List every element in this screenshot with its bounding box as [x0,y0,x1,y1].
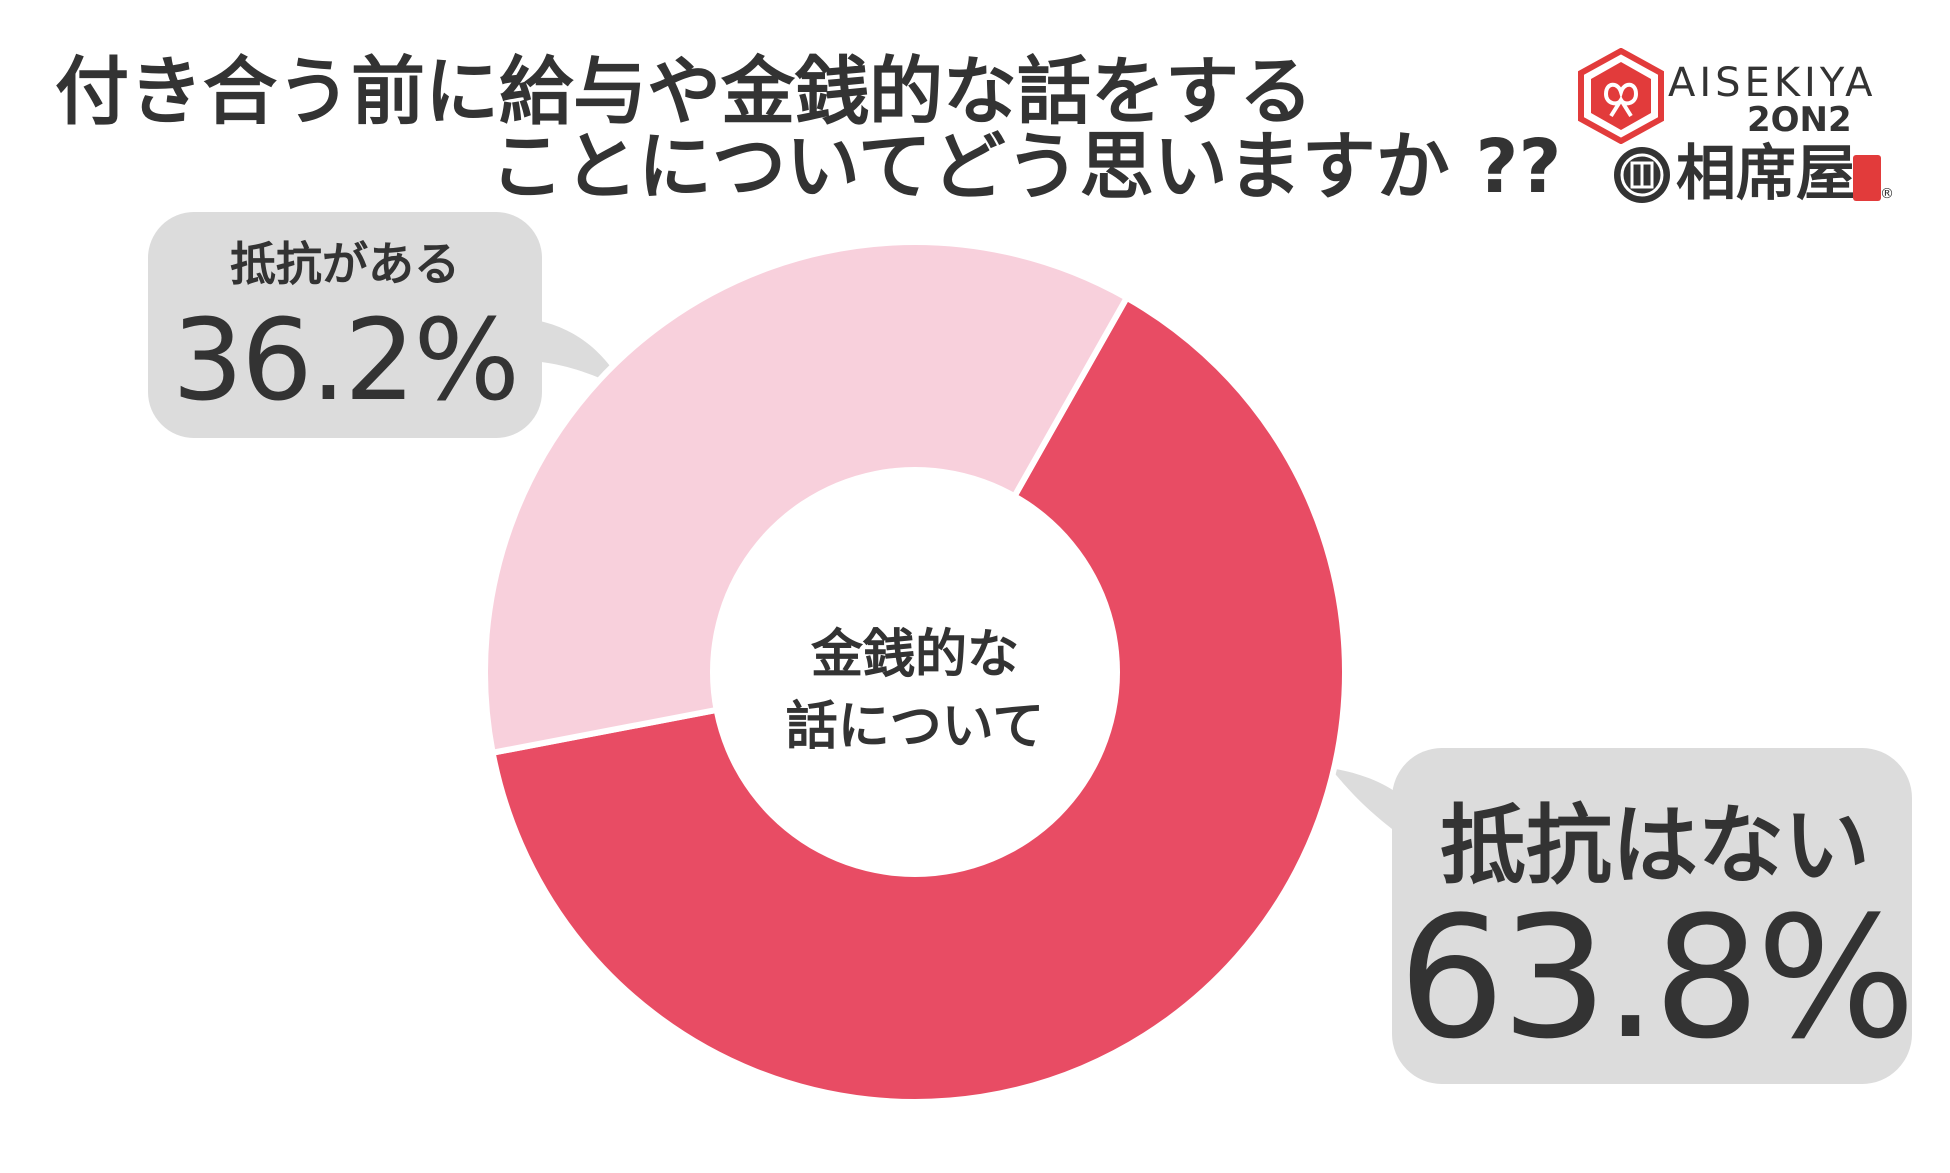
donut-slice-1 [482,239,1131,757]
logo-name-latin: AISEKIYA [1668,60,1877,106]
aisekiya-hexagon-logo-icon [1578,48,1664,144]
logo-registered-mark: ® [1880,186,1894,202]
slice-label-no-resist-name: 抵抗はない [1440,796,1870,896]
slice-label-resist-name: 抵抗がある [230,237,460,291]
donut-center-label-line-1: 金銭的な [810,625,1019,685]
chart-title-line-1: 付き合う前に給与や金銭的な話をする [55,49,1313,135]
logo-stamp-icon [1853,155,1881,201]
aisekiya-circle-emblem-icon [1614,147,1670,203]
slice-label-resist-value: 36.2% [172,296,520,426]
callout-no-resist-bubble [1330,748,1912,1084]
chart-title-line-2: ことについてどう思いますか ?? [490,124,1562,210]
donut-center-label-line-2: 話について [785,697,1045,757]
donut-hole [710,467,1120,877]
logo-subtitle: 2ON2 [1747,100,1852,140]
callout-resist-bubble [148,212,625,438]
slice-label-no-resist-value: 63.8% [1398,880,1916,1076]
logo-name-kanji: 相席屋 [1676,139,1856,209]
